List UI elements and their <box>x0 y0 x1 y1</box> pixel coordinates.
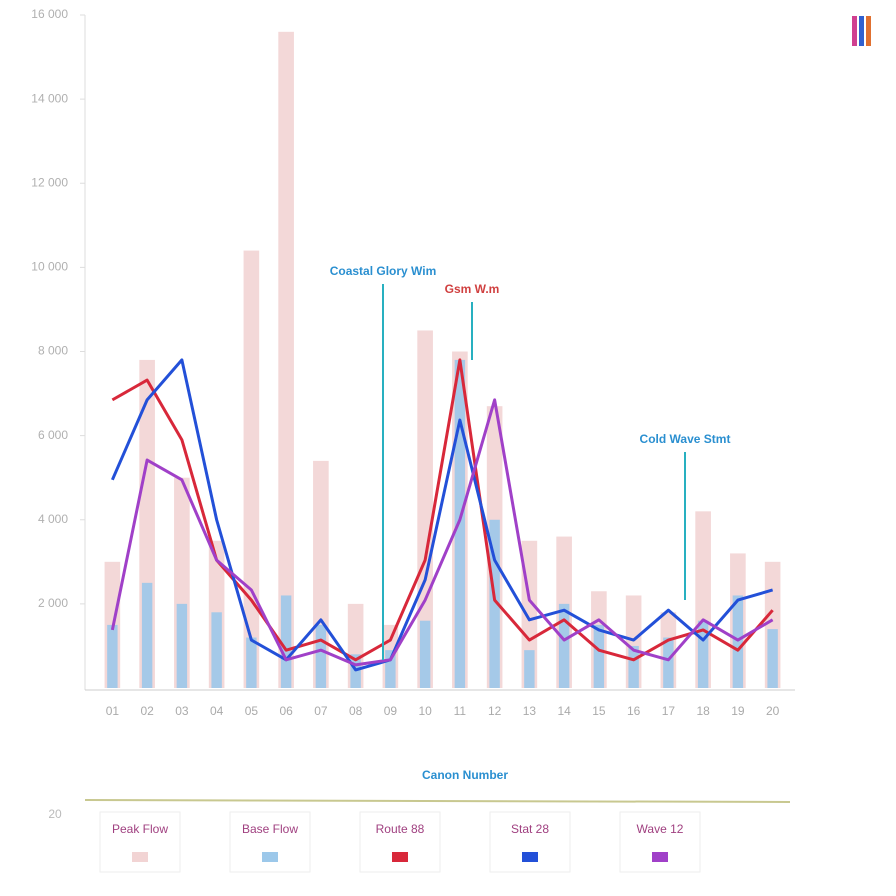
legend-item: Base Flow <box>229 811 311 873</box>
legend-item: Stat 28 <box>489 811 571 873</box>
y-tick-label: 6 000 <box>38 428 68 442</box>
x-tick-label: 07 <box>314 704 328 718</box>
legend-swatch <box>132 852 148 862</box>
legend-box <box>229 811 311 873</box>
line <box>110 358 774 672</box>
annotation: Gsm W.m <box>445 282 500 296</box>
legend-swatch <box>262 852 278 862</box>
x-tick-label: 13 <box>523 704 537 718</box>
x-tick-label: 12 <box>488 704 502 718</box>
legend-swatch <box>522 852 538 862</box>
x-tick-label: 01 <box>106 704 120 718</box>
legend-rule <box>84 799 791 803</box>
y-tick-label: 10 000 <box>31 260 68 274</box>
line <box>110 398 774 667</box>
x-tick-label: 18 <box>696 704 710 718</box>
bar <box>211 612 222 688</box>
bar <box>246 637 257 688</box>
bar <box>697 620 709 688</box>
bar <box>176 603 188 688</box>
bar <box>524 650 535 688</box>
x-tick-label: 02 <box>140 704 154 718</box>
legend-box <box>99 811 181 873</box>
legend-label: Stat 28 <box>511 822 549 836</box>
bar <box>732 595 744 688</box>
legend-label: Route 88 <box>376 822 425 836</box>
logo <box>852 16 871 46</box>
legend-box <box>359 811 441 873</box>
y-tick-label: 12 000 <box>31 175 68 189</box>
legend-label: Wave 12 <box>637 822 684 836</box>
x-tick-label: 06 <box>279 704 293 718</box>
bar <box>454 359 466 688</box>
x-tick-label: 10 <box>418 704 432 718</box>
y-tick-label: 14 000 <box>31 91 68 105</box>
bar <box>628 645 639 688</box>
legend-box <box>619 811 701 873</box>
bar <box>278 31 294 688</box>
x-tick-label: 20 <box>766 704 780 718</box>
y-tick-label: 8 000 <box>38 344 68 358</box>
note: 20 <box>48 807 62 821</box>
bar <box>141 582 153 688</box>
bar <box>663 637 674 688</box>
legend-swatch <box>392 852 408 862</box>
bar <box>243 250 260 689</box>
bar <box>417 330 433 688</box>
x-tick-label: 08 <box>349 704 363 718</box>
y-tick-label: 4 000 <box>38 512 68 526</box>
x-tick-label: 15 <box>592 704 606 718</box>
annotation: Coastal Glory Wim <box>330 264 437 278</box>
bar <box>280 595 292 688</box>
bar <box>107 624 118 688</box>
x-axis-title: Canon Number <box>422 768 508 782</box>
bar <box>593 624 605 688</box>
legend-swatch <box>652 852 668 862</box>
bar <box>419 620 431 688</box>
legend-label: Base Flow <box>242 822 298 836</box>
bar <box>315 624 327 688</box>
bar <box>767 629 778 688</box>
x-tick-label: 04 <box>210 704 224 718</box>
x-tick-label: 11 <box>454 704 467 718</box>
x-tick-label: 14 <box>557 704 571 718</box>
x-tick-label: 03 <box>175 704 189 718</box>
bar <box>558 603 570 688</box>
annotation: Cold Wave Stmt <box>640 432 731 446</box>
y-tick-label: 2 000 <box>38 596 68 610</box>
legend-item: Route 88 <box>359 811 441 873</box>
bar <box>385 650 396 688</box>
x-tick-label: 09 <box>384 704 398 718</box>
legend-label: Peak Flow <box>112 822 168 836</box>
legend-item: Wave 12 <box>619 811 701 873</box>
x-tick-label: 19 <box>731 704 745 718</box>
legend-item: Peak Flow <box>99 811 181 873</box>
bar <box>489 519 500 688</box>
legend-box <box>489 811 571 873</box>
y-tick-label: 16 000 <box>31 7 68 21</box>
x-tick-label: 05 <box>245 704 259 718</box>
x-tick-label: 16 <box>627 704 641 718</box>
x-tick-label: 17 <box>662 704 676 718</box>
